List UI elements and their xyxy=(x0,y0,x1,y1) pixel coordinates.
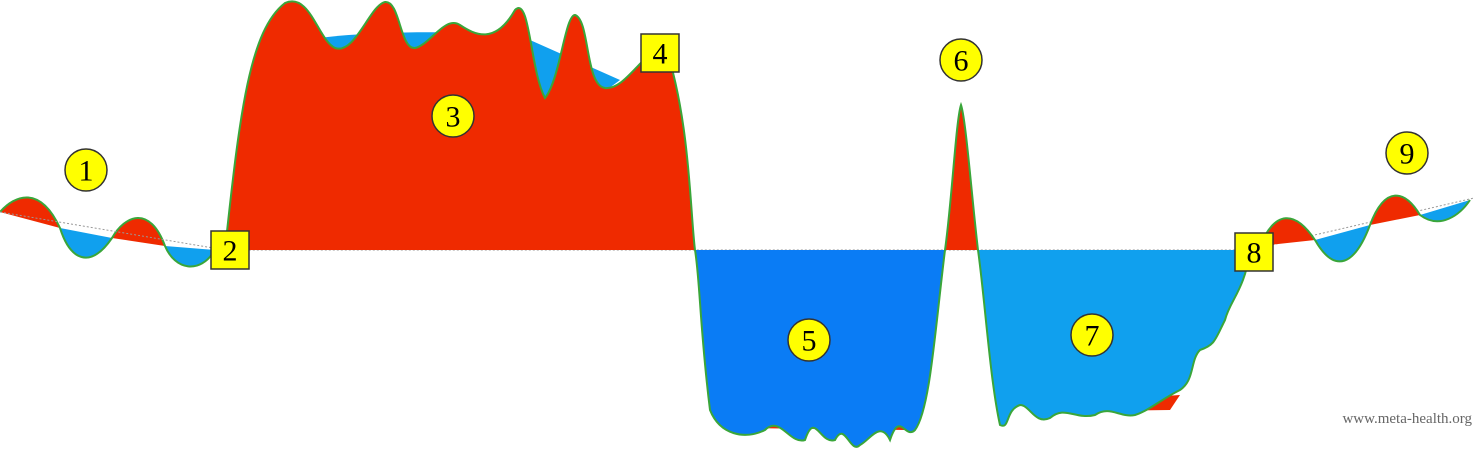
marker-label: 7 xyxy=(1085,320,1100,353)
marker-circle xyxy=(1385,131,1429,175)
phase-edge-2 xyxy=(694,101,1251,448)
watermark: www.meta-health.org xyxy=(1342,411,1472,427)
marker-circle xyxy=(939,38,983,82)
marker-circle xyxy=(1070,313,1114,357)
epileptoid-crisis xyxy=(945,105,978,250)
marker-circle xyxy=(431,94,475,138)
marker-label: 4 xyxy=(653,38,668,71)
marker-label: 8 xyxy=(1247,237,1262,270)
marker-square xyxy=(1234,232,1274,272)
wave-edge-2 xyxy=(1249,194,1471,263)
marker-label: 6 xyxy=(954,45,969,78)
vagotonia-wave xyxy=(60,228,215,267)
marker-label: 9 xyxy=(1400,138,1415,171)
marker-circle xyxy=(787,318,831,362)
marker-circle xyxy=(64,148,108,192)
marker-label: 3 xyxy=(446,101,461,134)
sympathicotonia-wave xyxy=(0,197,165,246)
wave-edge xyxy=(0,196,216,268)
marker-square xyxy=(640,33,680,73)
vagotonia-wave-2 xyxy=(1315,200,1470,262)
phase-edge xyxy=(224,0,696,251)
marker-label: 1 xyxy=(79,155,94,188)
marker-square xyxy=(210,230,250,270)
marker-label: 5 xyxy=(802,325,817,358)
sympathicotonia-wave-2 xyxy=(1260,195,1420,246)
regeneration-phase-b xyxy=(978,250,1250,426)
marker-label: 2 xyxy=(223,235,238,268)
